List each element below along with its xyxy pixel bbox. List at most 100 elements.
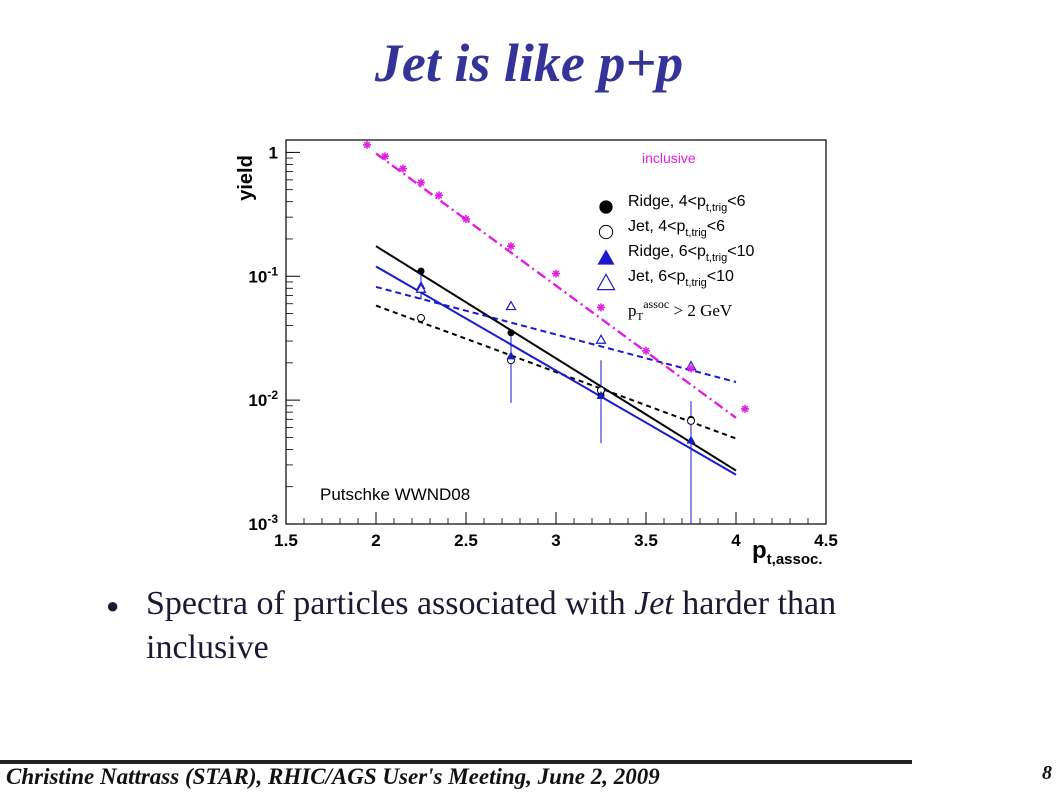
star-stroke (741, 405, 749, 413)
y-tick-label: 10-1 (248, 264, 278, 286)
data-point (595, 334, 607, 344)
star-stroke (507, 242, 515, 250)
data-point (381, 152, 389, 161)
x-tick-label: 2.5 (454, 531, 478, 550)
credit-label: Putschke WWND08 (320, 485, 470, 504)
data-point (363, 140, 371, 149)
data-point (417, 314, 425, 323)
star-stroke (381, 152, 389, 160)
data-point (507, 329, 515, 337)
legend-label-sub: t,trig (685, 277, 706, 289)
x-axis-label: pt,assoc. (752, 537, 823, 568)
fit-line (375, 304, 737, 440)
y-tick-base: 10 (248, 515, 267, 534)
bullet-icon: ● (106, 593, 120, 618)
pt-cut-sup: assoc (643, 297, 669, 311)
legend-label-sub: t,trig (685, 227, 706, 239)
bullet-text-post: harder than inclusive (146, 585, 837, 666)
y-tick-base: 10 (248, 267, 267, 286)
data-point (417, 267, 425, 275)
x-axis-label-sub: t,assoc. (767, 551, 823, 568)
x-tick-label: 4 (731, 531, 741, 550)
data-point (741, 404, 749, 413)
y-tick-exponent: -2 (267, 388, 278, 402)
x-tick-label: 1.5 (274, 531, 298, 550)
x-tick-label: 3 (551, 531, 560, 550)
pt-cut-post: > 2 GeV (669, 301, 733, 320)
legend-label: Ridge, 4<pt,trig<6 (628, 193, 746, 214)
data-point (642, 346, 650, 355)
page-number: 8 (1042, 762, 1052, 784)
y-axis-label: yield (235, 155, 257, 201)
data-point (598, 224, 614, 240)
legend-label-post: <10 (707, 268, 734, 285)
data-point (399, 164, 407, 173)
y-tick-label: 1 (269, 143, 278, 162)
x-tick-label: 4.5 (814, 531, 838, 550)
star-stroke (363, 141, 371, 149)
legend-label: Jet, 4<pt,trig<6 (628, 218, 725, 239)
star-stroke (597, 304, 605, 311)
data-point (597, 303, 605, 312)
legend-label-pre: Jet, 6<p (628, 268, 685, 285)
data-point (417, 178, 425, 187)
bullet-text-pre: Spectra of particles associated with (146, 585, 635, 622)
data-point (552, 269, 560, 278)
star-stroke (687, 365, 695, 372)
inclusive-label: inclusive (642, 150, 696, 166)
data-point (435, 191, 443, 200)
data-point (415, 283, 427, 293)
data-point (686, 435, 696, 444)
legend-label-post: <6 (727, 193, 745, 210)
legend-label-pre: Jet, 4<p (628, 218, 685, 235)
data-point (599, 200, 613, 214)
data-point (687, 364, 695, 373)
star-stroke (552, 270, 560, 278)
x-tick-label: 3.5 (634, 531, 658, 550)
legend-label-post: <6 (707, 218, 725, 235)
data-point (596, 273, 616, 291)
data-point (597, 249, 615, 265)
slide-title: Jet is like p+p (374, 33, 684, 93)
data-point (507, 242, 515, 251)
y-tick-base: 1 (269, 143, 278, 162)
bullet-text-emph: Jet (634, 585, 674, 622)
chart-background (222, 132, 842, 572)
pt-cut-pre: p (628, 301, 637, 320)
footer-divider (0, 760, 912, 764)
footer-text: Christine Nattrass (STAR), RHIC/AGS User… (6, 764, 660, 789)
pt-cut-sub: T (637, 311, 644, 323)
bullet-point: ● Spectra of particles associated with J… (106, 582, 966, 670)
y-tick-label: 10-3 (248, 512, 278, 534)
data-point (687, 416, 695, 425)
legend-label-post: <10 (727, 243, 754, 260)
legend-label: Jet, 6<pt,trig<10 (628, 268, 734, 289)
y-tick-base: 10 (248, 391, 267, 410)
x-axis-label-main: p (752, 537, 767, 564)
data-point (505, 300, 517, 311)
legend-label-sub: t,trig (706, 252, 727, 264)
legend-label-sub: t,trig (706, 202, 727, 214)
fit-line (375, 285, 737, 383)
bullet-text: Spectra of particles associated with Jet… (146, 582, 966, 670)
data-point (462, 214, 470, 223)
star-stroke (462, 215, 470, 223)
data-point (596, 391, 606, 400)
fit-line (375, 245, 737, 472)
legend-label-pre: Ridge, 6<p (628, 243, 706, 260)
chart: 1.5 2 2.5 3 3.5 4 4.5 1 10-1 10-2 10-3 Ridge, 4<pt… (222, 132, 842, 572)
star-stroke (399, 165, 407, 172)
star-stroke (417, 179, 425, 187)
y-tick-exponent: -3 (267, 512, 278, 526)
x-tick-label: 2 (371, 531, 380, 550)
data-point (506, 351, 516, 360)
pt-cut-label: pTassoc > 2 GeV (628, 297, 733, 323)
star-stroke (435, 191, 443, 199)
y-tick-exponent: -1 (267, 264, 278, 278)
legend-label: Ridge, 6<pt,trig<10 (628, 243, 754, 264)
fit-line (375, 265, 737, 476)
star-stroke (642, 347, 650, 355)
legend-label-pre: Ridge, 4<p (628, 193, 706, 210)
y-tick-label: 10-2 (248, 388, 278, 410)
